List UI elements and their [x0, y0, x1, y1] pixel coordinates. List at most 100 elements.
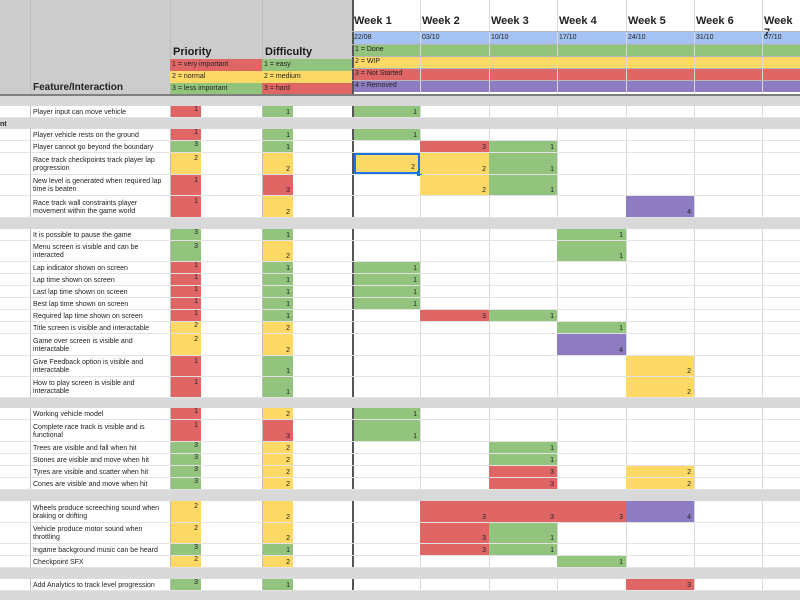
status-cell[interactable]: 3	[420, 141, 489, 152]
status-cell[interactable]: 1	[489, 442, 557, 453]
feature-label[interactable]: Player cannot go beyond the boundary	[33, 143, 154, 151]
difficulty-cell[interactable]: 1	[263, 298, 293, 309]
priority-cell[interactable]: 2	[171, 153, 201, 174]
difficulty-cell[interactable]: 2	[263, 454, 293, 465]
status-cell[interactable]: 1	[354, 262, 420, 273]
difficulty-cell[interactable]: 2	[263, 322, 293, 333]
feature-label[interactable]: Working vehicle model	[33, 410, 104, 418]
difficulty-cell[interactable]: 2	[263, 241, 293, 261]
priority-cell[interactable]: 3	[171, 466, 201, 477]
priority-cell[interactable]: 1	[171, 420, 201, 441]
feature-label[interactable]: New level is generated when required lap…	[33, 178, 162, 193]
status-cell[interactable]: 2	[626, 466, 694, 477]
status-cell[interactable]: 1	[354, 106, 420, 117]
status-cell[interactable]: 3	[420, 310, 489, 321]
status-cell[interactable]: 1	[557, 241, 626, 261]
difficulty-cell[interactable]: 1	[263, 229, 293, 240]
status-cell[interactable]: 3	[489, 478, 557, 489]
status-cell[interactable]: 1	[489, 141, 557, 152]
feature-label[interactable]: Checkpoint SFX	[33, 558, 84, 566]
feature-label[interactable]: Lap time shown on screen	[33, 276, 115, 284]
priority-cell[interactable]: 2	[171, 556, 201, 567]
status-cell[interactable]: 3	[489, 466, 557, 477]
priority-cell[interactable]: 1	[171, 106, 201, 117]
difficulty-cell[interactable]: 1	[263, 377, 293, 397]
difficulty-cell[interactable]: 2	[263, 523, 293, 543]
status-cell[interactable]: 3	[489, 501, 557, 522]
difficulty-cell[interactable]: 1	[263, 262, 293, 273]
difficulty-cell[interactable]: 1	[263, 129, 293, 140]
status-cell[interactable]: 1	[489, 310, 557, 321]
difficulty-cell[interactable]: 1	[263, 544, 293, 555]
status-cell[interactable]: 1	[489, 175, 557, 195]
priority-cell[interactable]: 3	[171, 579, 201, 590]
difficulty-cell[interactable]: 1	[263, 579, 293, 590]
feature-label[interactable]: Complete race track is visible and is fu…	[33, 423, 145, 439]
status-cell[interactable]: 2	[626, 377, 694, 397]
status-cell[interactable]: 1	[354, 286, 420, 297]
status-cell[interactable]: 1	[354, 420, 420, 441]
status-cell[interactable]: 1	[489, 523, 557, 543]
status-cell[interactable]: 1	[354, 274, 420, 285]
priority-cell[interactable]: 1	[171, 129, 201, 140]
difficulty-cell[interactable]: 2	[263, 408, 293, 419]
difficulty-cell[interactable]: 1	[263, 310, 293, 321]
difficulty-cell[interactable]: 2	[263, 466, 293, 477]
status-cell[interactable]: 2	[420, 175, 489, 195]
status-cell[interactable]: 2	[626, 356, 694, 376]
feature-label[interactable]: Vehicle produce motor sound when throttl…	[33, 526, 143, 541]
feature-label[interactable]: Race track checkpoints track player lap …	[33, 156, 155, 172]
priority-cell[interactable]: 1	[171, 286, 201, 297]
status-cell[interactable]: 1	[354, 298, 420, 309]
status-cell[interactable]: 4	[626, 196, 694, 217]
priority-cell[interactable]: 2	[171, 501, 201, 522]
status-cell[interactable]: 2	[626, 478, 694, 489]
feature-label[interactable]: Last lap time shown on screen	[33, 288, 128, 296]
difficulty-cell[interactable]: 3	[263, 175, 293, 195]
difficulty-cell[interactable]: 1	[263, 286, 293, 297]
feature-label[interactable]: Required lap time shown on screen	[33, 312, 143, 320]
difficulty-cell[interactable]: 2	[263, 196, 293, 217]
difficulty-cell[interactable]: 1	[263, 141, 293, 152]
feature-label[interactable]: Title screen is visible and interactable	[33, 324, 150, 332]
priority-cell[interactable]: 3	[171, 478, 201, 489]
status-cell[interactable]: 1	[354, 408, 420, 419]
difficulty-cell[interactable]: 2	[263, 478, 293, 489]
feature-label[interactable]: Player vehicle rests on the ground	[33, 131, 139, 139]
priority-cell[interactable]: 3	[171, 544, 201, 555]
feature-label[interactable]: Cones are visible and move when hit	[33, 480, 148, 488]
status-cell[interactable]: 4	[557, 334, 626, 355]
priority-cell[interactable]: 3	[171, 141, 201, 152]
difficulty-cell[interactable]: 1	[263, 356, 293, 376]
priority-cell[interactable]: 2	[171, 523, 201, 543]
status-cell[interactable]: 3	[557, 501, 626, 522]
priority-cell[interactable]: 1	[171, 310, 201, 321]
status-cell[interactable]: 4	[626, 501, 694, 522]
priority-cell[interactable]: 3	[171, 454, 201, 465]
difficulty-cell[interactable]: 2	[263, 153, 293, 174]
priority-cell[interactable]: 1	[171, 175, 201, 195]
priority-cell[interactable]: 3	[171, 229, 201, 240]
feature-label[interactable]: Game over screen is visible and interact…	[33, 337, 133, 353]
fill-handle[interactable]	[417, 171, 422, 176]
feature-label[interactable]: Player input can move vehicle	[33, 108, 126, 116]
selected-status-cell[interactable]: 2	[354, 153, 420, 174]
status-cell[interactable]: 1	[489, 454, 557, 465]
status-cell[interactable]: 3	[420, 523, 489, 543]
feature-label[interactable]: How to play screen is visible and intera…	[33, 380, 135, 395]
priority-cell[interactable]: 3	[171, 241, 201, 261]
feature-label[interactable]: Give Feedback option is visible and inte…	[33, 359, 144, 374]
feature-label[interactable]: Lap indicator shown on screen	[33, 264, 128, 272]
feature-label[interactable]: It is possible to pause the game	[33, 231, 132, 239]
status-cell[interactable]: 1	[557, 556, 626, 567]
difficulty-cell[interactable]: 1	[263, 274, 293, 285]
difficulty-cell[interactable]: 2	[263, 334, 293, 355]
priority-cell[interactable]: 1	[171, 262, 201, 273]
feature-label[interactable]: Add Analytics to track level progression	[33, 581, 155, 589]
status-cell[interactable]: 3	[420, 544, 489, 555]
status-cell[interactable]: 3	[420, 501, 489, 522]
status-cell[interactable]: 1	[489, 153, 557, 174]
priority-cell[interactable]: 1	[171, 356, 201, 376]
priority-cell[interactable]: 1	[171, 377, 201, 397]
